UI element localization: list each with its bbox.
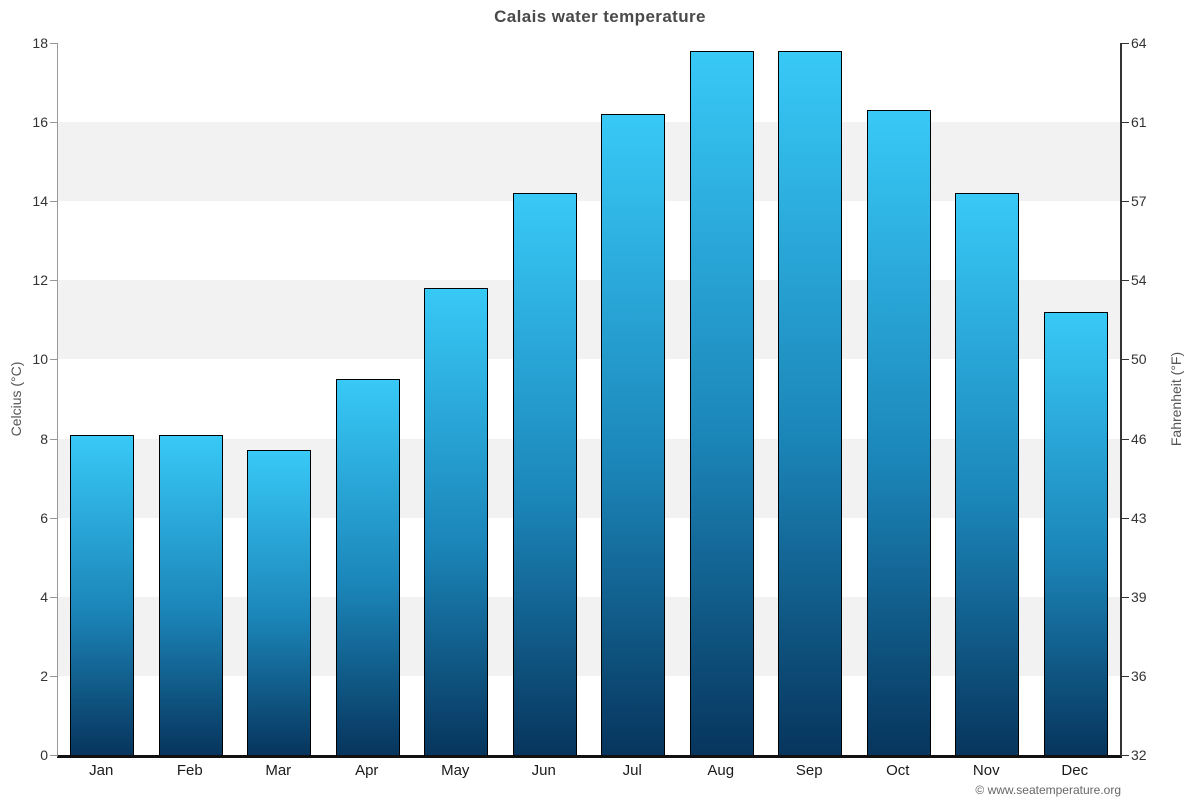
bar-may[interactable]: [424, 288, 489, 755]
celsius-axis-ticks: 0 2 4 6 8 10 12 14 16 18: [0, 35, 48, 763]
bar-slot-dec: [1032, 43, 1121, 755]
right-tick-mark: [1122, 517, 1129, 519]
bar-slot-apr: [324, 43, 413, 755]
left-tick-mark: [50, 43, 57, 44]
copyright-text: © www.seatemperature.org: [975, 783, 1121, 797]
left-tick-mark: [50, 438, 57, 440]
celsius-tick-label: 4: [40, 588, 48, 605]
bar-slot-may: [412, 43, 501, 755]
grid-band: [58, 517, 1120, 597]
bar-slot-jun: [501, 43, 590, 755]
plot-area: [50, 43, 1129, 758]
x-axis-label-apr: Apr: [355, 762, 379, 779]
fahrenheit-tick-label: 46: [1131, 430, 1147, 447]
right-tick-mark: [1122, 280, 1129, 282]
x-axis-label-may: May: [441, 762, 470, 779]
celsius-tick-label: 8: [40, 430, 48, 447]
bar-jan[interactable]: [70, 434, 135, 755]
bar-jun[interactable]: [512, 193, 577, 755]
celsius-tick-label: 10: [32, 351, 48, 368]
x-axis-label-oct: Oct: [886, 762, 910, 779]
x-axis-label-mar: Mar: [265, 762, 292, 779]
fahrenheit-tick-label: 57: [1131, 193, 1147, 210]
celsius-tick-label: 18: [32, 35, 48, 51]
chart-title: Calais water temperature: [494, 7, 706, 26]
right-tick-mark: [1122, 438, 1129, 440]
x-axis-labels: Jan Feb Mar Apr May Jun Jul Aug Sep Oct Nov Dec: [57, 760, 1119, 782]
x-axis-label-jul: Jul: [622, 762, 642, 779]
bar-nov[interactable]: [955, 193, 1020, 755]
fahrenheit-tick-label: 61: [1131, 114, 1147, 131]
bar-slot-oct: [855, 43, 944, 755]
grid-band: [58, 359, 1120, 439]
right-tick-mark: [1122, 201, 1129, 203]
celsius-tick-label: 6: [40, 509, 48, 526]
bar-oct[interactable]: [866, 110, 931, 755]
fahrenheit-tick-label: 50: [1131, 351, 1147, 368]
left-tick-mark: [50, 280, 57, 282]
grid-band: [58, 280, 1120, 360]
x-axis-label-jun: Jun: [531, 762, 556, 779]
grid-band: [58, 122, 1120, 202]
left-tick-mark: [50, 122, 57, 124]
celsius-tick-label: 0: [40, 747, 48, 763]
bar-slot-jul: [589, 43, 678, 755]
x-axis-label-sep: Sep: [795, 762, 823, 779]
fahrenheit-tick-label: 54: [1131, 272, 1147, 289]
right-tick-mark: [1122, 675, 1129, 677]
right-tick-mark: [1122, 122, 1129, 124]
bar-slot-aug: [678, 43, 767, 755]
fahrenheit-tick-label: 43: [1131, 509, 1147, 526]
x-axis-label-nov: Nov: [972, 762, 1000, 779]
fahrenheit-axis-ticks: 32 36 39 43 46 50 54 57 61 64: [1131, 35, 1191, 763]
fahrenheit-tick-label: 64: [1131, 35, 1147, 51]
bars-row: [58, 43, 1120, 755]
x-axis-label-jan: Jan: [89, 762, 114, 779]
bar-jul[interactable]: [601, 114, 666, 755]
right-tick-mark: [1122, 596, 1129, 598]
bar-slot-feb: [147, 43, 236, 755]
celsius-tick-label: 2: [40, 667, 48, 684]
grid-band: [58, 596, 1120, 676]
right-tick-mark: [1122, 43, 1129, 44]
right-tick-mark: [1122, 755, 1129, 756]
bar-dec[interactable]: [1043, 311, 1108, 755]
bar-slot-mar: [235, 43, 324, 755]
grid-band: [58, 201, 1120, 281]
left-tick-mark: [50, 755, 57, 756]
x-axis-label-feb: Feb: [176, 762, 203, 779]
grid-band: [58, 43, 1120, 123]
fahrenheit-tick-label: 39: [1131, 588, 1147, 605]
left-tick-mark: [50, 359, 57, 361]
right-tick-mark: [1122, 359, 1129, 361]
fahrenheit-tick-label: 32: [1131, 747, 1147, 763]
x-axis-label-aug: Aug: [707, 762, 735, 779]
left-tick-mark: [50, 596, 57, 598]
x-axis-label-dec: Dec: [1061, 762, 1089, 779]
bar-apr[interactable]: [335, 379, 400, 755]
bar-feb[interactable]: [158, 434, 223, 755]
bar-slot-jan: [58, 43, 147, 755]
bar-aug[interactable]: [689, 50, 754, 755]
bar-mar[interactable]: [247, 450, 312, 755]
grid-band: [58, 675, 1120, 755]
bar-slot-nov: [943, 43, 1032, 755]
bar-slot-sep: [766, 43, 855, 755]
left-tick-mark: [50, 675, 57, 677]
left-tick-mark: [50, 201, 57, 203]
bar-sep[interactable]: [778, 50, 843, 755]
grid-band: [58, 438, 1120, 518]
celsius-tick-label: 16: [32, 114, 48, 131]
left-tick-mark: [50, 517, 57, 519]
celsius-tick-label: 12: [32, 272, 48, 289]
celsius-tick-label: 14: [32, 193, 48, 210]
fahrenheit-tick-label: 36: [1131, 667, 1147, 684]
